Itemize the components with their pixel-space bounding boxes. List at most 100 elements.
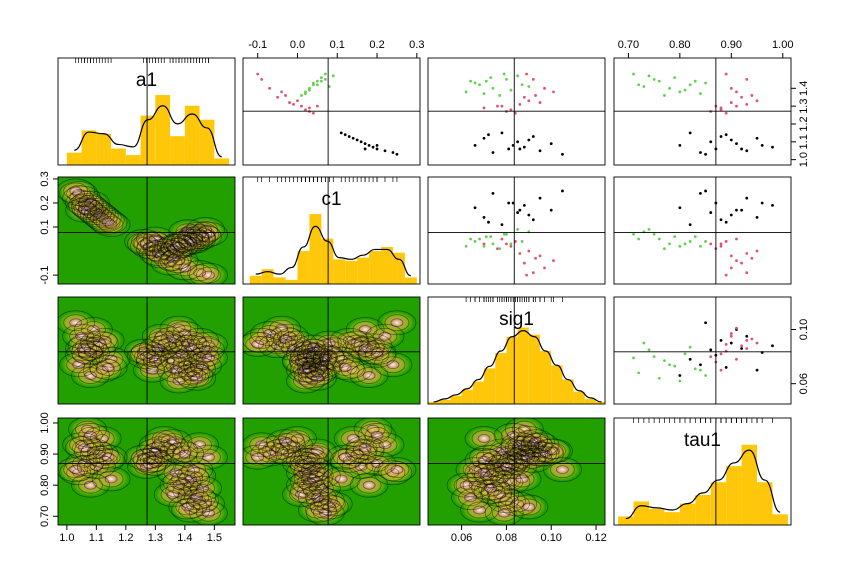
point [363,147,367,151]
contour [160,433,186,451]
point [327,85,331,88]
contour [89,208,115,226]
contour [511,420,537,438]
point [678,90,682,94]
contour [92,211,118,229]
contour [281,340,306,357]
contour [299,376,312,386]
contour [196,361,209,371]
point [561,189,564,193]
contour [166,476,192,494]
contour [162,231,202,257]
contour [193,440,207,450]
contour [293,451,318,469]
contour [358,325,372,334]
contour [377,310,417,336]
contour [131,233,156,250]
contour [362,480,376,490]
contour [297,345,322,363]
point [473,240,477,243]
contour [171,229,211,254]
contour [172,235,198,253]
contour [143,455,156,465]
contour [178,239,192,249]
contour [78,199,103,217]
point [509,88,513,92]
contour [65,190,104,216]
contour [166,356,180,366]
point [375,147,379,151]
contour [318,352,332,361]
contour [307,371,320,380]
point [745,78,749,81]
contour [95,434,109,443]
hist-bar [111,148,126,165]
x-tick-label: 0.12 [585,532,606,544]
contour [506,431,520,440]
contour [144,238,184,264]
contour [348,341,374,359]
contour [467,501,492,519]
contour [141,243,181,269]
contour [142,353,168,371]
contour [307,474,320,484]
contour [169,241,183,251]
contour [178,233,204,250]
point [719,352,723,356]
panel [428,297,605,404]
contour [150,333,190,359]
contour [124,444,163,470]
contour [500,432,540,458]
contour [178,338,204,356]
point [678,379,682,383]
point [724,220,728,224]
point [683,352,687,356]
contour [76,454,116,479]
contour [325,444,365,470]
contour [352,442,378,460]
contour [159,248,199,274]
point [522,261,526,265]
contour [95,212,109,222]
contour [82,357,122,383]
hist-bar [495,353,507,404]
contour [303,462,316,471]
contour [154,449,168,459]
contour [130,341,169,367]
contour [498,473,524,491]
contour [520,436,546,454]
contour [160,352,186,370]
contour [174,457,214,483]
hist-bar [633,501,649,525]
contour [509,441,549,467]
contour [471,464,497,482]
hist-bar [741,444,758,525]
density-blob [173,336,208,359]
contour [307,452,320,462]
contour [75,420,100,438]
panel-frame [427,57,606,166]
contour [71,363,110,388]
density-blob [545,458,580,481]
contour [187,436,213,454]
point [729,332,733,335]
point [534,256,537,260]
hist-bar [551,365,563,404]
contour [297,485,337,511]
contour [81,201,106,219]
contour [101,217,115,227]
contour [184,489,210,507]
point [549,208,553,212]
contour [299,468,312,478]
contour [275,323,288,333]
point [363,142,367,146]
point [683,88,687,92]
contour [295,356,308,366]
contour [338,452,352,462]
contour [308,360,334,378]
point [527,99,531,103]
contour [352,439,378,457]
contour [316,334,342,352]
point [538,149,542,153]
contour [477,468,491,478]
